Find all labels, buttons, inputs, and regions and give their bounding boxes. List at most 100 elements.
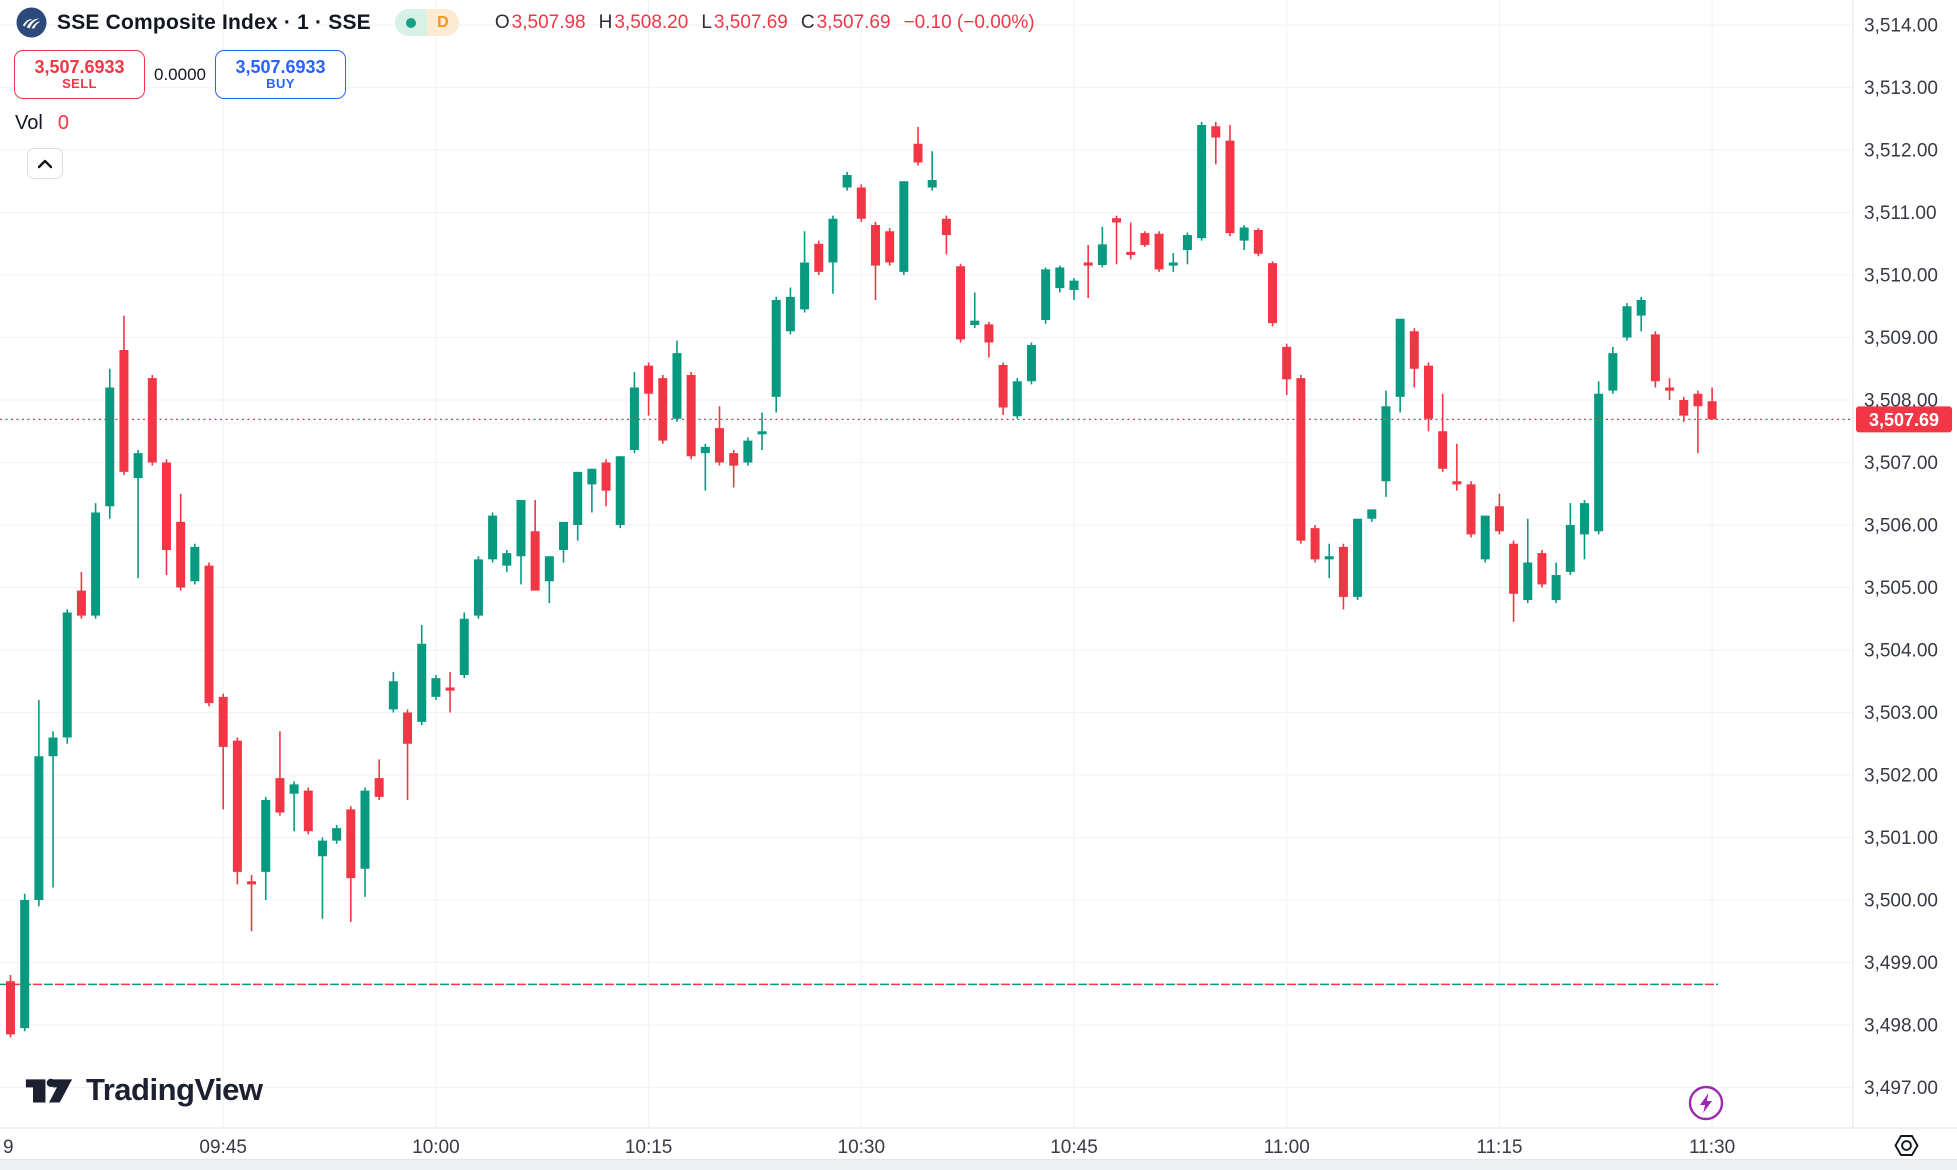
interval-d-badge[interactable]: D (426, 9, 459, 36)
candle-body (1395, 318, 1405, 397)
candle-body (885, 231, 895, 263)
candle-body (1069, 280, 1079, 290)
candle-body (757, 431, 767, 435)
candle-body (417, 643, 427, 722)
candle-body (431, 678, 441, 697)
candle-body (1608, 353, 1618, 391)
chart-header: SSE Composite Index · 1 · SSE D O 3,507.9… (16, 7, 1035, 38)
price-axis-label[interactable]: 3,512.00 (1864, 141, 1938, 162)
candle-body (1225, 140, 1235, 234)
spread-value: 0.0000 (154, 64, 206, 84)
candle-body (1509, 543, 1519, 594)
candle-body (374, 778, 384, 797)
candle-body (20, 900, 30, 1029)
candle-body (218, 696, 228, 747)
candle-body (1197, 125, 1207, 239)
current-price-pill[interactable] (1856, 406, 1952, 433)
time-axis-label[interactable]: 11:00 (1264, 1137, 1310, 1158)
price-axis-label[interactable]: 3,509.00 (1864, 328, 1938, 349)
candle-body (1452, 481, 1462, 485)
price-axis-label[interactable]: 3,514.00 (1864, 16, 1938, 37)
candle-body (1466, 484, 1476, 535)
price-axis-label[interactable]: 3,504.00 (1864, 641, 1938, 662)
horizontal-scrollbar-strip[interactable] (0, 1159, 1957, 1170)
price-axis-label[interactable]: 3,503.00 (1864, 703, 1938, 724)
market-status-pill[interactable]: D (394, 9, 459, 36)
trade-panel: 3,507.6933 SELL 0.0000 3,507.6933 BUY (14, 50, 346, 99)
candle-body (1424, 365, 1433, 419)
collapse-panel-button[interactable] (27, 148, 63, 179)
candle-body (771, 300, 781, 397)
price-axis-label[interactable]: 3,505.00 (1864, 578, 1938, 599)
price-axis-label[interactable]: 3,500.00 (1864, 891, 1938, 912)
change-value: −0.10 (−0.00%) (903, 11, 1035, 33)
time-axis-label[interactable]: 09:45 (199, 1137, 247, 1158)
candle-body (828, 218, 838, 263)
sell-button[interactable]: 3,507.6933 SELL (14, 50, 145, 99)
candle-body (1480, 515, 1490, 560)
candle-body (473, 559, 483, 616)
candle-body (743, 440, 753, 463)
time-axis-label[interactable]: 10:45 (1050, 1137, 1098, 1158)
candle-body (941, 218, 951, 235)
candle-body (1693, 393, 1703, 407)
open-value: 3,507.98 (511, 11, 586, 33)
high-label: H (598, 11, 613, 33)
volume-row: Vol 0 (15, 112, 69, 135)
candle-body (1268, 263, 1278, 324)
candle-body (956, 266, 966, 340)
candle-body (1353, 518, 1363, 597)
candle-body (686, 375, 696, 457)
price-axis-label[interactable]: 3,511.00 (1864, 203, 1937, 224)
candle-body (1551, 575, 1561, 600)
high-value: 3,508.20 (614, 11, 689, 33)
candle-body (1438, 431, 1448, 469)
candle-body (1211, 126, 1221, 138)
price-axis-label[interactable]: 3,498.00 (1864, 1016, 1938, 1037)
candle-body (1367, 509, 1377, 519)
candle-body (76, 590, 86, 616)
candle-body (1154, 233, 1164, 270)
candle-body (204, 565, 214, 704)
price-axis-label[interactable]: 3,507.00 (1864, 453, 1938, 474)
close-label: C (800, 11, 815, 33)
price-axis-label[interactable]: 3,501.00 (1864, 828, 1938, 849)
candle-body (1523, 562, 1533, 600)
watermark-text: TradingView (86, 1072, 263, 1107)
candle-body (1296, 378, 1306, 541)
time-axis-label[interactable]: 10:00 (412, 1137, 460, 1158)
candle-body (105, 387, 115, 507)
buy-button[interactable]: 3,507.6933 BUY (215, 50, 346, 99)
time-axis-label[interactable]: 11:15 (1476, 1137, 1522, 1158)
price-axis-label[interactable]: 3,497.00 (1864, 1078, 1938, 1099)
price-axis-label[interactable]: 3,508.00 (1864, 391, 1938, 412)
time-axis-label[interactable]: 10:30 (838, 1137, 886, 1158)
chevron-up-icon (37, 159, 53, 168)
candle-body (1182, 235, 1192, 250)
price-axis-label[interactable]: 3,499.00 (1864, 953, 1938, 974)
candle-body (1494, 506, 1504, 532)
price-axis-label[interactable]: 3,506.00 (1864, 516, 1938, 537)
candle-body (332, 828, 342, 841)
candle-body (984, 324, 994, 343)
candle-body (1679, 400, 1689, 416)
sell-price: 3,507.6933 (34, 56, 125, 77)
sell-label: SELL (62, 76, 97, 92)
gear-settings-icon[interactable] (1893, 1132, 1920, 1159)
candle-body (729, 453, 739, 466)
candle-body (913, 143, 923, 163)
candle-body (190, 546, 200, 582)
price-axis-label[interactable]: 3,510.00 (1864, 266, 1938, 287)
time-axis-label[interactable]: 10:15 (625, 1137, 673, 1158)
candle-body (247, 881, 257, 885)
candle-body (360, 790, 370, 869)
tradingview-watermark: TradingView (25, 1071, 263, 1109)
price-axis-label[interactable]: 3,513.00 (1864, 78, 1938, 99)
lightning-boost-icon[interactable] (1687, 1084, 1725, 1122)
candle-body (1650, 334, 1660, 382)
market-open-dot-icon (394, 9, 427, 36)
symbol-title[interactable]: SSE Composite Index · 1 · SSE (57, 10, 371, 34)
price-axis-label[interactable]: 3,502.00 (1864, 766, 1938, 787)
time-axis-label[interactable]: 11:30 (1689, 1137, 1735, 1158)
